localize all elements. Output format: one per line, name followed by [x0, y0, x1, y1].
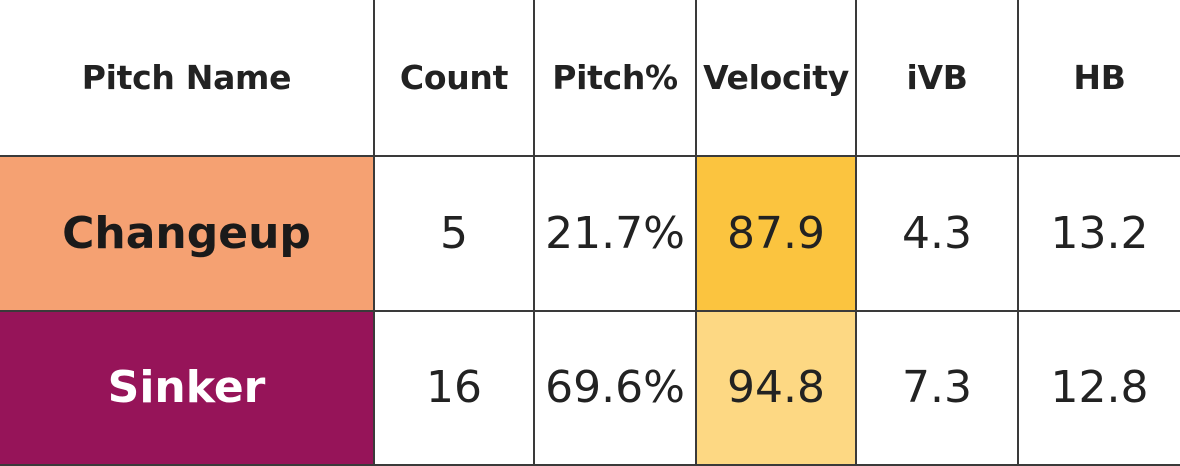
header-pitch-name: Pitch Name	[0, 0, 375, 157]
ivb-cell: 4.3	[855, 155, 1019, 312]
pitch-pct-cell: 69.6%	[533, 309, 697, 466]
pitch-pct-cell: 21.7%	[533, 155, 697, 312]
header-pitch-pct: Pitch%	[533, 0, 697, 157]
header-count: Count	[373, 0, 535, 157]
header-row: Pitch Name Count Pitch% Velocity iVB HB	[0, 0, 1180, 157]
hb-cell: 13.2	[1017, 155, 1180, 312]
table-row: Changeup 5 21.7% 87.9 4.3 13.2	[0, 155, 1180, 312]
pitch-name-cell: Changeup	[0, 155, 375, 312]
ivb-cell: 7.3	[855, 309, 1019, 466]
velocity-cell: 87.9	[695, 155, 857, 312]
count-cell: 16	[373, 309, 535, 466]
count-cell: 5	[373, 155, 535, 312]
pitch-name-cell: Sinker	[0, 309, 375, 466]
header-ivb: iVB	[855, 0, 1019, 157]
header-velocity: Velocity	[695, 0, 857, 157]
velocity-cell: 94.8	[695, 309, 857, 466]
table-row: Sinker 16 69.6% 94.8 7.3 12.8	[0, 309, 1180, 466]
header-hb: HB	[1017, 0, 1180, 157]
hb-cell: 12.8	[1017, 309, 1180, 466]
